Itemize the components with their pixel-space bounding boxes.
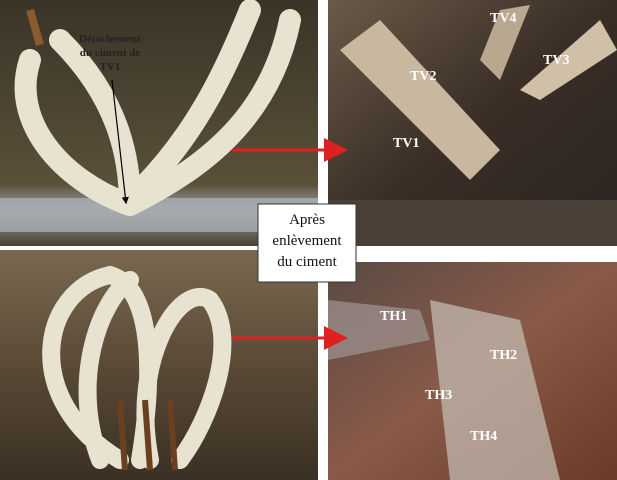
caption-line: Après bbox=[289, 212, 325, 228]
label: TH1 bbox=[380, 309, 407, 324]
label: TV1 bbox=[393, 136, 419, 151]
annotation-line: du ciment de bbox=[80, 47, 141, 59]
label: TV2 bbox=[410, 69, 436, 84]
annotation-line: TV1 bbox=[100, 61, 121, 73]
annotation-line: Détachement bbox=[79, 33, 141, 45]
photo-bottom-right bbox=[328, 262, 617, 480]
label: TV4 bbox=[490, 11, 516, 26]
photo-top-right bbox=[328, 0, 617, 246]
label: TV3 bbox=[543, 53, 569, 68]
caption-line: enlèvement bbox=[272, 233, 342, 249]
photo-bottom-left bbox=[0, 250, 318, 480]
label: TH3 bbox=[425, 388, 452, 403]
caption-line: du ciment bbox=[277, 254, 337, 270]
label: TH2 bbox=[490, 348, 517, 363]
caption-box bbox=[257, 203, 357, 283]
pointer bbox=[111, 79, 129, 205]
label: TH4 bbox=[470, 429, 497, 444]
